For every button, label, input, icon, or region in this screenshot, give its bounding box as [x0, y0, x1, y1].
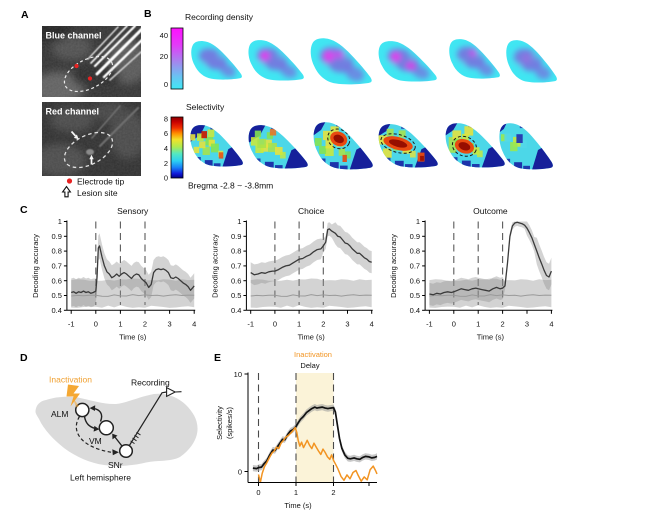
svg-text:0: 0 [256, 488, 260, 497]
svg-text:0.4: 0.4 [410, 306, 420, 315]
svg-text:0: 0 [94, 320, 98, 329]
svg-text:0.7: 0.7 [410, 262, 420, 271]
svg-text:SNr: SNr [108, 460, 123, 470]
svg-text:Time (s): Time (s) [477, 333, 505, 342]
svg-text:10: 10 [234, 370, 242, 379]
svg-text:Blue channel: Blue channel [46, 31, 102, 41]
svg-text:Sensory: Sensory [117, 206, 149, 216]
svg-text:1: 1 [118, 320, 122, 329]
svg-text:20: 20 [160, 52, 168, 61]
svg-text:4: 4 [164, 144, 168, 153]
svg-text:-1: -1 [247, 320, 254, 329]
svg-text:2: 2 [164, 159, 168, 168]
svg-text:40: 40 [160, 31, 168, 40]
svg-text:D: D [20, 352, 28, 364]
svg-text:1: 1 [58, 217, 62, 226]
svg-text:6: 6 [164, 129, 168, 138]
svg-text:0.7: 0.7 [231, 262, 241, 271]
svg-text:0.6: 0.6 [231, 276, 241, 285]
svg-text:3: 3 [168, 320, 172, 329]
svg-text:0.8: 0.8 [410, 247, 420, 256]
svg-text:Inactivation: Inactivation [49, 375, 92, 385]
svg-text:4: 4 [549, 320, 553, 329]
svg-text:Choice: Choice [298, 206, 325, 216]
svg-text:(spikes/s): (spikes/s) [225, 406, 234, 439]
svg-text:Inactivation: Inactivation [294, 350, 332, 359]
svg-text:Recording: Recording [131, 378, 170, 388]
svg-text:2: 2 [321, 320, 325, 329]
svg-text:0: 0 [164, 174, 168, 183]
svg-text:Electrode tip: Electrode tip [77, 177, 125, 187]
svg-text:0.6: 0.6 [410, 276, 420, 285]
svg-text:0: 0 [164, 80, 168, 89]
svg-text:1: 1 [294, 488, 298, 497]
svg-text:Delay: Delay [300, 361, 319, 370]
svg-text:Recording density: Recording density [185, 12, 254, 22]
svg-text:0.9: 0.9 [51, 232, 61, 241]
svg-text:VM: VM [89, 436, 102, 446]
svg-text:Selectivity: Selectivity [215, 406, 224, 440]
svg-text:Lesion site: Lesion site [77, 188, 118, 198]
svg-text:ALM: ALM [51, 409, 68, 419]
svg-text:C: C [20, 204, 28, 216]
svg-text:1: 1 [237, 217, 241, 226]
svg-text:Decoding accuracy: Decoding accuracy [210, 234, 219, 298]
svg-text:Decoding accuracy: Decoding accuracy [31, 234, 40, 298]
svg-text:0.4: 0.4 [231, 306, 241, 315]
svg-text:Decoding accuracy: Decoding accuracy [389, 234, 398, 298]
svg-text:0.7: 0.7 [51, 262, 61, 271]
svg-text:0.5: 0.5 [231, 291, 241, 300]
svg-text:Bregma -2.8 ~ -3.8mm: Bregma -2.8 ~ -3.8mm [188, 181, 273, 191]
svg-text:0.8: 0.8 [51, 247, 61, 256]
svg-text:8: 8 [164, 115, 168, 124]
svg-text:3: 3 [525, 320, 529, 329]
svg-text:0.9: 0.9 [231, 232, 241, 241]
svg-text:1: 1 [476, 320, 480, 329]
svg-text:0: 0 [273, 320, 277, 329]
svg-text:2: 2 [143, 320, 147, 329]
svg-text:Left hemisphere: Left hemisphere [70, 473, 131, 483]
svg-text:0.4: 0.4 [51, 306, 61, 315]
svg-text:4: 4 [192, 320, 196, 329]
svg-text:-1: -1 [68, 320, 75, 329]
svg-text:2: 2 [331, 488, 335, 497]
svg-text:0.9: 0.9 [410, 232, 420, 241]
svg-text:E: E [214, 352, 221, 364]
svg-text:-1: -1 [426, 320, 433, 329]
svg-text:0.6: 0.6 [51, 276, 61, 285]
svg-text:1: 1 [416, 217, 420, 226]
svg-text:3: 3 [345, 320, 349, 329]
svg-text:0: 0 [238, 467, 242, 476]
svg-text:0: 0 [452, 320, 456, 329]
svg-text:4: 4 [370, 320, 374, 329]
svg-text:Selectivity: Selectivity [186, 102, 225, 112]
svg-text:0.5: 0.5 [51, 291, 61, 300]
svg-text:Red channel: Red channel [46, 107, 100, 117]
svg-text:Time (s): Time (s) [298, 333, 326, 342]
svg-text:2: 2 [501, 320, 505, 329]
svg-text:0.8: 0.8 [231, 247, 241, 256]
svg-text:Time (s): Time (s) [119, 333, 147, 342]
svg-text:B: B [144, 8, 152, 20]
svg-text:Outcome: Outcome [473, 206, 508, 216]
svg-text:0.5: 0.5 [410, 291, 420, 300]
svg-text:1: 1 [297, 320, 301, 329]
svg-text:A: A [21, 9, 29, 21]
svg-text:Time (s): Time (s) [284, 501, 312, 510]
